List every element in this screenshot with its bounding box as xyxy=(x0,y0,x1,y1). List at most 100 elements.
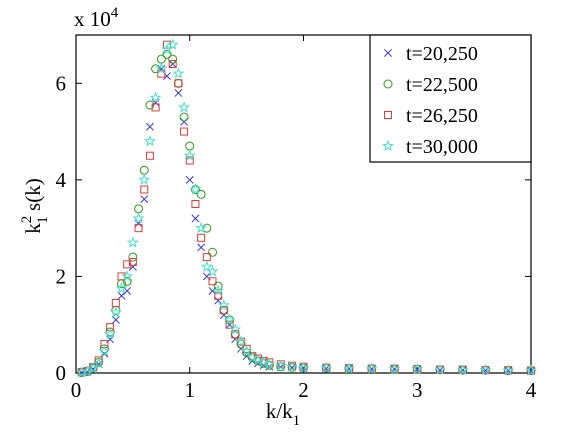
data-point xyxy=(197,233,206,242)
marker-star xyxy=(240,345,253,357)
data-point xyxy=(183,149,196,161)
data-point xyxy=(139,165,149,175)
marker-square xyxy=(208,277,217,286)
marker-star xyxy=(121,270,134,282)
data-point xyxy=(343,362,355,374)
data-point xyxy=(246,351,259,363)
series-4 xyxy=(75,38,537,378)
marker-circle xyxy=(208,247,217,257)
data-point xyxy=(434,363,446,375)
marker-x xyxy=(117,291,126,300)
marker-star xyxy=(388,362,401,375)
data-point xyxy=(145,122,154,131)
marker-x xyxy=(191,214,200,223)
marker-x xyxy=(197,243,206,252)
marker-x xyxy=(168,60,177,68)
data-point xyxy=(388,362,401,375)
data-point xyxy=(140,185,149,194)
legend-label: t=26,250 xyxy=(406,105,478,127)
marker-star xyxy=(104,328,117,340)
data-point xyxy=(111,298,120,307)
legend-items: t=20,250 t=22,500 t=26,250 t=30,000 xyxy=(382,43,478,158)
data-point xyxy=(151,64,161,74)
data-point xyxy=(121,270,134,282)
marker-star xyxy=(166,38,179,50)
data-point xyxy=(180,117,189,126)
marker-star xyxy=(212,284,225,296)
marker-x xyxy=(185,175,194,184)
legend-label: t=30,000 xyxy=(406,136,478,158)
x-tick-label: 0 xyxy=(71,378,82,402)
marker-star xyxy=(525,364,537,376)
legend: t=20,250 t=22,500 t=26,250 t=30,000 xyxy=(369,34,532,163)
y-tick-label: 2 xyxy=(56,264,67,288)
data-point xyxy=(456,363,469,376)
marker-star xyxy=(246,351,259,363)
data-point xyxy=(117,291,126,300)
data-point xyxy=(140,195,149,204)
data-point xyxy=(174,88,183,97)
data-point xyxy=(212,284,225,296)
y-tick-label: 0 xyxy=(56,361,67,385)
marker-circle xyxy=(173,78,183,88)
data-point xyxy=(92,357,105,369)
data-point xyxy=(128,257,137,266)
x-tick-label: 4 xyxy=(526,378,537,402)
data-point xyxy=(200,260,213,272)
marker-star xyxy=(502,364,515,376)
marker-circle xyxy=(202,223,212,233)
marker-star xyxy=(286,360,299,372)
legend-label: t=22,500 xyxy=(406,74,478,96)
marker-star xyxy=(132,212,145,224)
marker-x xyxy=(145,122,154,131)
marker-x xyxy=(111,315,120,324)
marker-circle xyxy=(122,276,132,286)
legend-marker xyxy=(382,139,394,152)
marker-star xyxy=(257,356,270,368)
marker-circle xyxy=(383,79,393,89)
marker-star xyxy=(411,362,424,375)
marker-square xyxy=(94,356,103,365)
data-point xyxy=(525,364,537,376)
marker-circle xyxy=(179,112,189,122)
y-multiplier: x 104 xyxy=(74,5,119,31)
data-point xyxy=(234,335,247,347)
marker-star xyxy=(109,306,122,318)
marker-circle xyxy=(162,49,172,59)
marker-square xyxy=(134,224,143,233)
data-point xyxy=(502,364,515,376)
marker-square xyxy=(191,200,200,208)
marker-star xyxy=(200,260,213,272)
data-point xyxy=(138,173,151,185)
marker-square xyxy=(145,151,154,160)
marker-star xyxy=(234,335,247,347)
data-point xyxy=(252,354,264,366)
marker-star xyxy=(195,221,208,234)
x-tick-label: 2 xyxy=(298,378,309,402)
data-point xyxy=(208,247,217,257)
marker-square xyxy=(180,127,189,136)
marker-circle xyxy=(196,189,206,199)
marker-star xyxy=(263,358,276,370)
marker-circle xyxy=(213,281,223,291)
marker-star xyxy=(98,345,111,357)
marker-star xyxy=(155,62,168,74)
data-point xyxy=(149,91,162,103)
marker-star xyxy=(365,362,378,374)
data-point xyxy=(411,362,424,375)
x-axis-label-subscript: 1 xyxy=(293,413,301,429)
marker-star xyxy=(183,149,196,161)
data-point xyxy=(191,214,200,223)
data-point xyxy=(123,260,132,269)
marker-star xyxy=(206,265,219,277)
marker-circle xyxy=(151,64,161,74)
marker-star xyxy=(382,139,394,152)
data-point xyxy=(208,277,217,286)
marker-star xyxy=(223,313,236,325)
marker-star xyxy=(143,134,156,147)
data-point xyxy=(185,141,195,151)
marker-x xyxy=(384,49,392,57)
marker-square xyxy=(140,185,149,194)
marker-circle xyxy=(134,204,144,214)
data-point xyxy=(274,359,287,371)
